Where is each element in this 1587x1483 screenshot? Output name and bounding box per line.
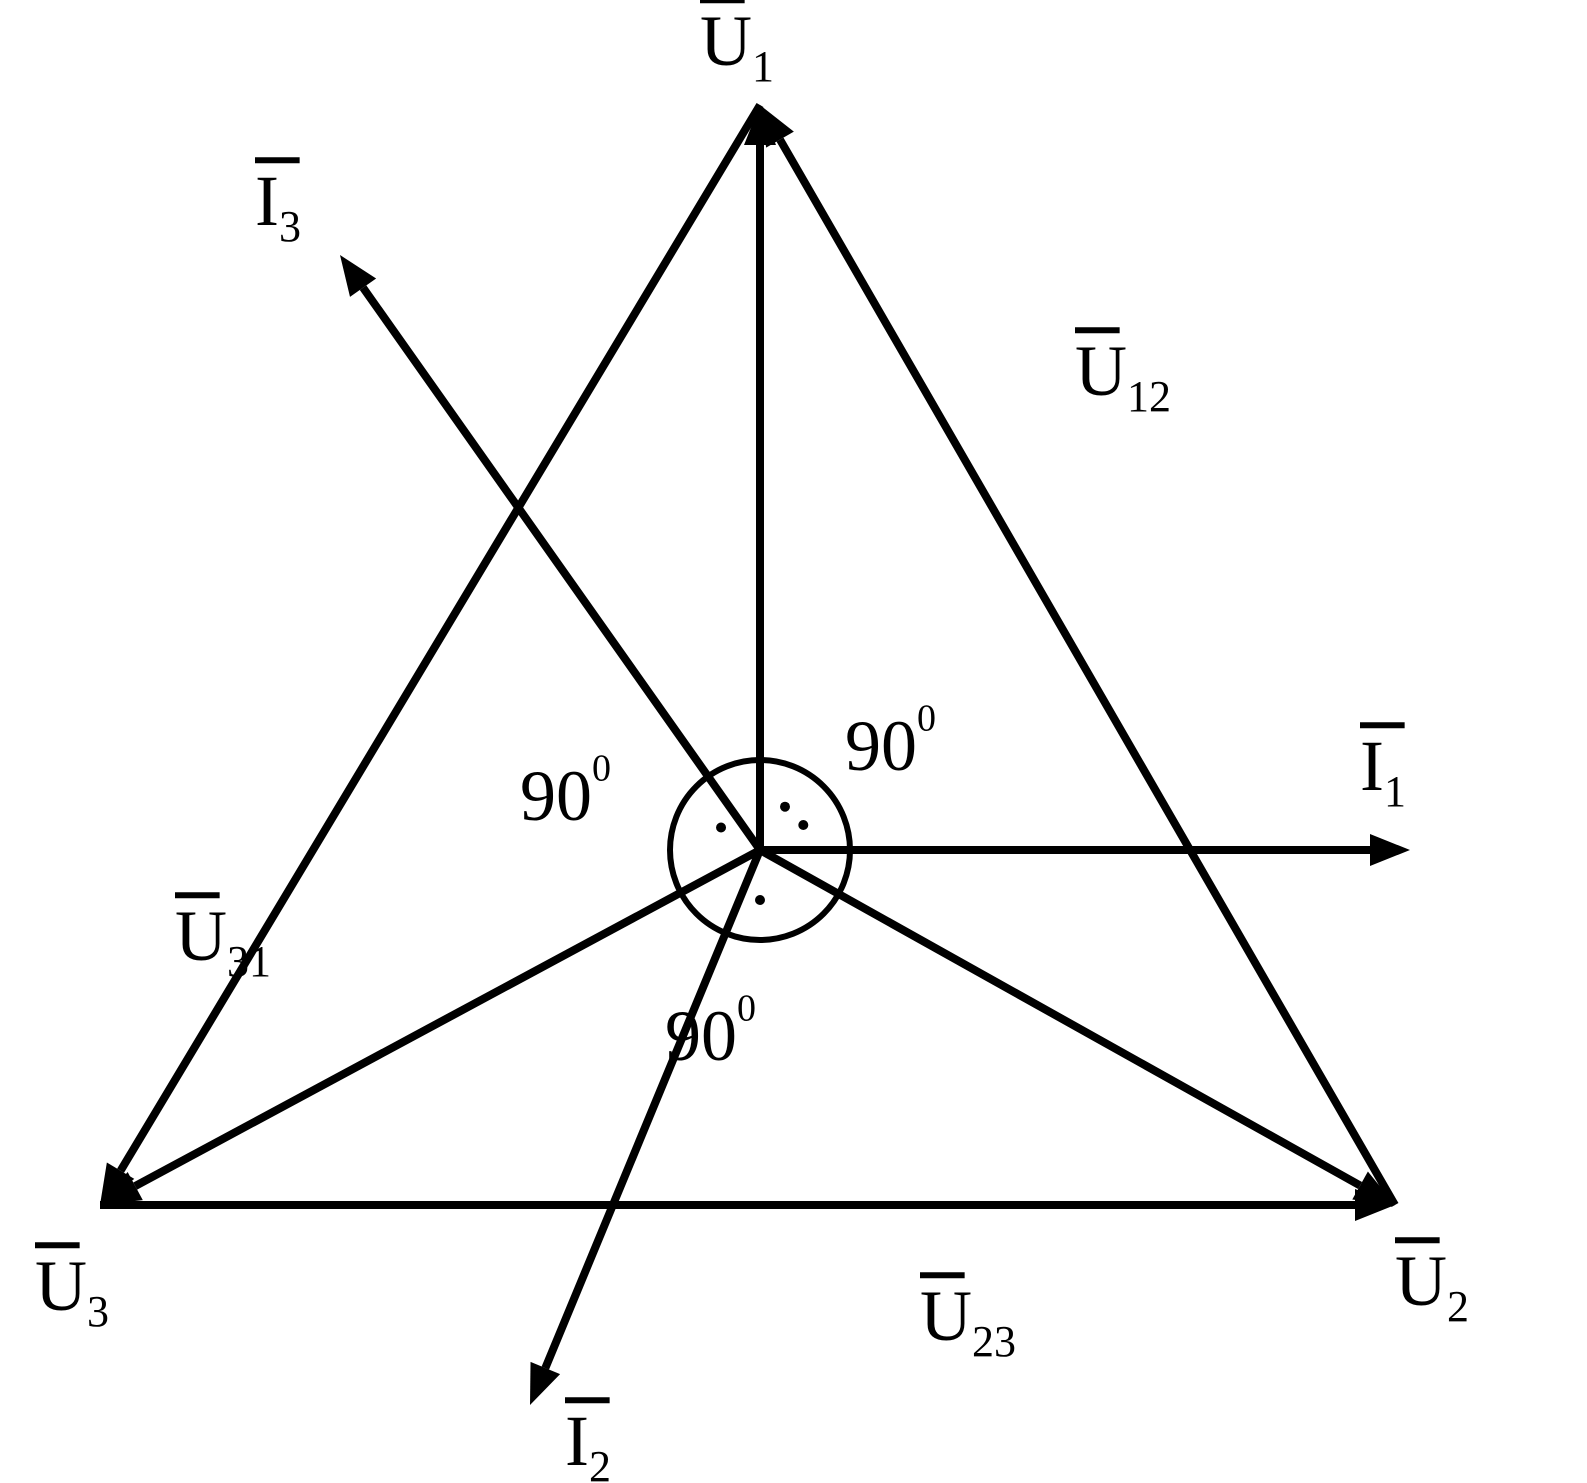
label-u1: U1 [700,0,774,91]
label-i2: I2 [565,1400,611,1483]
label-i1: I1 [1360,725,1406,816]
vector-u1 [744,105,776,850]
svg-text:I3: I3 [255,161,301,251]
label-i3: I3 [255,160,301,251]
svg-text:900: 900 [845,697,936,786]
angle-label-upper-left: 900 [520,747,611,836]
vector-u31 [100,105,760,1205]
label-u23: U23 [920,1275,1016,1366]
label-u2: U2 [1395,1240,1469,1331]
svg-text:U3: U3 [35,1246,109,1336]
svg-text:U31: U31 [175,896,271,986]
angle-label-upper-right: 900 [845,697,936,786]
angle-arc-lower [670,850,850,940]
label-u12: U12 [1075,330,1171,421]
svg-text:I1: I1 [1360,726,1406,816]
vector-u12 [760,105,1395,1205]
angle-label-lower: 900 [665,987,756,1076]
angle-arc-upper-right [760,760,850,850]
svg-text:U23: U23 [920,1276,1016,1366]
vector-i1 [760,834,1410,866]
label-u31: U31 [175,895,271,986]
svg-text:U2: U2 [1395,1241,1469,1331]
svg-text:I2: I2 [565,1401,611,1483]
vector-u23 [100,1189,1395,1221]
svg-text:U12: U12 [1075,331,1171,421]
vector-u2 [760,850,1395,1205]
svg-text:900: 900 [665,987,756,1076]
svg-text:900: 900 [520,747,611,836]
svg-text:U1: U1 [700,1,774,91]
label-u3: U3 [35,1245,109,1336]
